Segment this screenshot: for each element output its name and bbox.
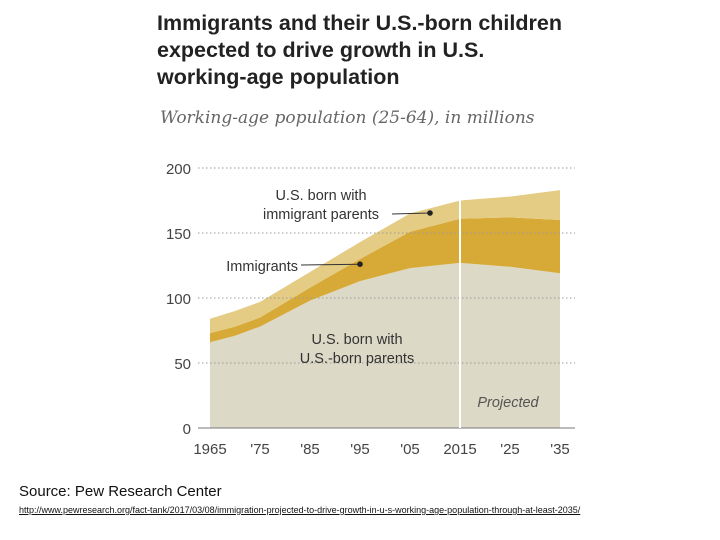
source-note: Source: Pew Research Center	[19, 483, 222, 500]
leader-line-immigrant-parents	[391, 212, 431, 215]
series-label-line: immigrant parents	[263, 207, 379, 223]
leader-line-immigrants	[300, 263, 361, 266]
x-tick-label-2035: '35	[550, 441, 570, 458]
area-chart: 0 50 100 150 200 1965 '75 '85 '95 '05 2015 '25 '35 Pr…	[166, 161, 575, 458]
x-tick-label-1985: '85	[300, 441, 320, 458]
series-label-line: U.S. born with	[311, 332, 402, 348]
leader-dot-immigrants	[357, 261, 363, 268]
y-tick-label-0: 0	[183, 421, 191, 438]
y-tick-label-50: 50	[174, 356, 191, 373]
x-tick-label-2005: '05	[400, 441, 420, 458]
series-label-line: U.S.-born parents	[300, 351, 414, 367]
x-tick-label-2025: '25	[500, 441, 520, 458]
chart-subtitle: Working-age population (25-64), in milli…	[160, 108, 535, 128]
y-tick-label-200: 200	[166, 161, 191, 178]
x-tick-label-1965: 1965	[193, 441, 226, 458]
series-label-line: U.S. born with	[275, 188, 366, 204]
y-tick-label-100: 100	[166, 291, 191, 308]
projected-label: Projected	[477, 395, 539, 411]
leader-dot-immigrant-parents	[427, 210, 433, 216]
y-tick-label-150: 150	[166, 226, 191, 243]
area-series-1	[210, 262, 560, 428]
x-tick-label-1995: '95	[350, 441, 370, 458]
x-tick-label-1975: '75	[250, 441, 270, 458]
area-series-2	[210, 217, 560, 343]
series-label-immigrants: Immigrants	[226, 259, 298, 275]
x-tick-label-2015: 2015	[443, 441, 476, 458]
area-series-3	[210, 190, 560, 334]
source-link[interactable]: http://www.pewresearch.org/fact-tank/201…	[19, 505, 581, 515]
chart-title: Immigrants and their U.S.-born children …	[157, 11, 562, 89]
